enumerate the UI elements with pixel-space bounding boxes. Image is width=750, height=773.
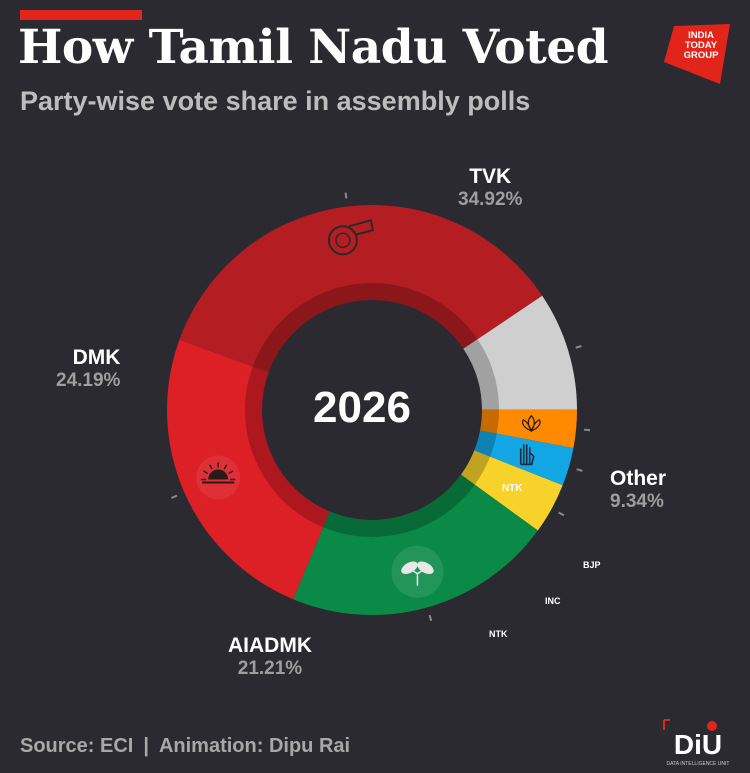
label-other: Other 9.34% [610, 467, 666, 513]
tick-other [575, 345, 582, 349]
page-title: How Tamil Nadu Voted [18, 20, 609, 75]
label-other-name: Other [610, 467, 667, 490]
tick-tvk [344, 192, 348, 199]
segment-ntk [460, 450, 563, 531]
leader-ticks [171, 192, 591, 622]
segment-tvk [179, 204, 543, 373]
segment-other [463, 295, 577, 410]
footer-credits: Source: ECI | Animation: Dipu Rai [20, 735, 350, 758]
segment-inner-band-aiadmk [323, 474, 475, 537]
segment-inner-band-ntk [460, 450, 491, 485]
segment-aiadmk [293, 474, 538, 615]
india-today-logo-icon [664, 24, 730, 84]
label-dmk-value: 24.19% [56, 370, 121, 391]
label-dmk-name: DMK [72, 346, 121, 369]
rising-sun-icon [196, 455, 241, 500]
label-inc: INC [545, 596, 561, 606]
ntk-symbol-icon: NTK [502, 483, 523, 494]
footer-credit: Animation: Dipu Rai [158, 735, 351, 757]
svg-text:NTK: NTK [502, 483, 523, 494]
lotus-icon [522, 414, 541, 432]
diu-text: DiU [674, 729, 722, 760]
segment-inner-band-bjp [480, 409, 499, 434]
whistle-icon [327, 219, 375, 256]
tick-aiadmk [428, 614, 433, 622]
label-aiadmk-value: 21.21% [237, 658, 303, 679]
label-ntk: NTK [489, 629, 508, 639]
tick-ntk [558, 511, 565, 517]
label-bjp: BJP [583, 560, 601, 570]
segment-inner-band-tvk [252, 282, 478, 373]
logo-line2: TODAY [684, 40, 718, 51]
segment-inner-band-inc [474, 430, 497, 457]
label-other-value: 9.34% [610, 491, 664, 512]
label-tvk-value: 34.92% [458, 189, 523, 210]
segment-inner-band-dmk [245, 366, 330, 528]
tick-bjp [583, 428, 591, 432]
title-accent-bar [20, 10, 142, 20]
label-tvk: TVK 34.92% [458, 165, 522, 211]
tick-inc [576, 468, 583, 472]
label-tvk-name: TVK [469, 165, 512, 188]
center-year-label: 2026 [313, 383, 411, 432]
hand-icon [519, 444, 535, 466]
segment-bjp [480, 409, 577, 449]
segment-dmk [166, 339, 330, 600]
diu-tagline: DATA INTELLIGENCE UNIT [667, 761, 730, 767]
footer-separator: | [143, 735, 149, 757]
india-today-logo-text: INDIA TODAY GROUP [676, 31, 726, 61]
logo-line1: INDIA [688, 30, 714, 41]
segment-icons: NTK [196, 219, 541, 598]
logo-line3: GROUP [683, 50, 719, 61]
diu-logo-icon: DiU DATA INTELLIGENCE UNIT [663, 719, 730, 767]
page-subtitle: Party-wise vote share in assembly polls [20, 86, 531, 116]
segment-inner-band-other [463, 339, 499, 410]
label-aiadmk-name: AIADMK [228, 634, 312, 657]
two-leaves-icon [391, 545, 444, 598]
tick-dmk [171, 494, 178, 499]
footer-source: Source: ECI [20, 735, 134, 757]
donut-segments [166, 204, 577, 615]
label-aiadmk: AIADMK 21.21% [228, 634, 312, 680]
label-dmk: DMK 24.19% [56, 346, 120, 392]
